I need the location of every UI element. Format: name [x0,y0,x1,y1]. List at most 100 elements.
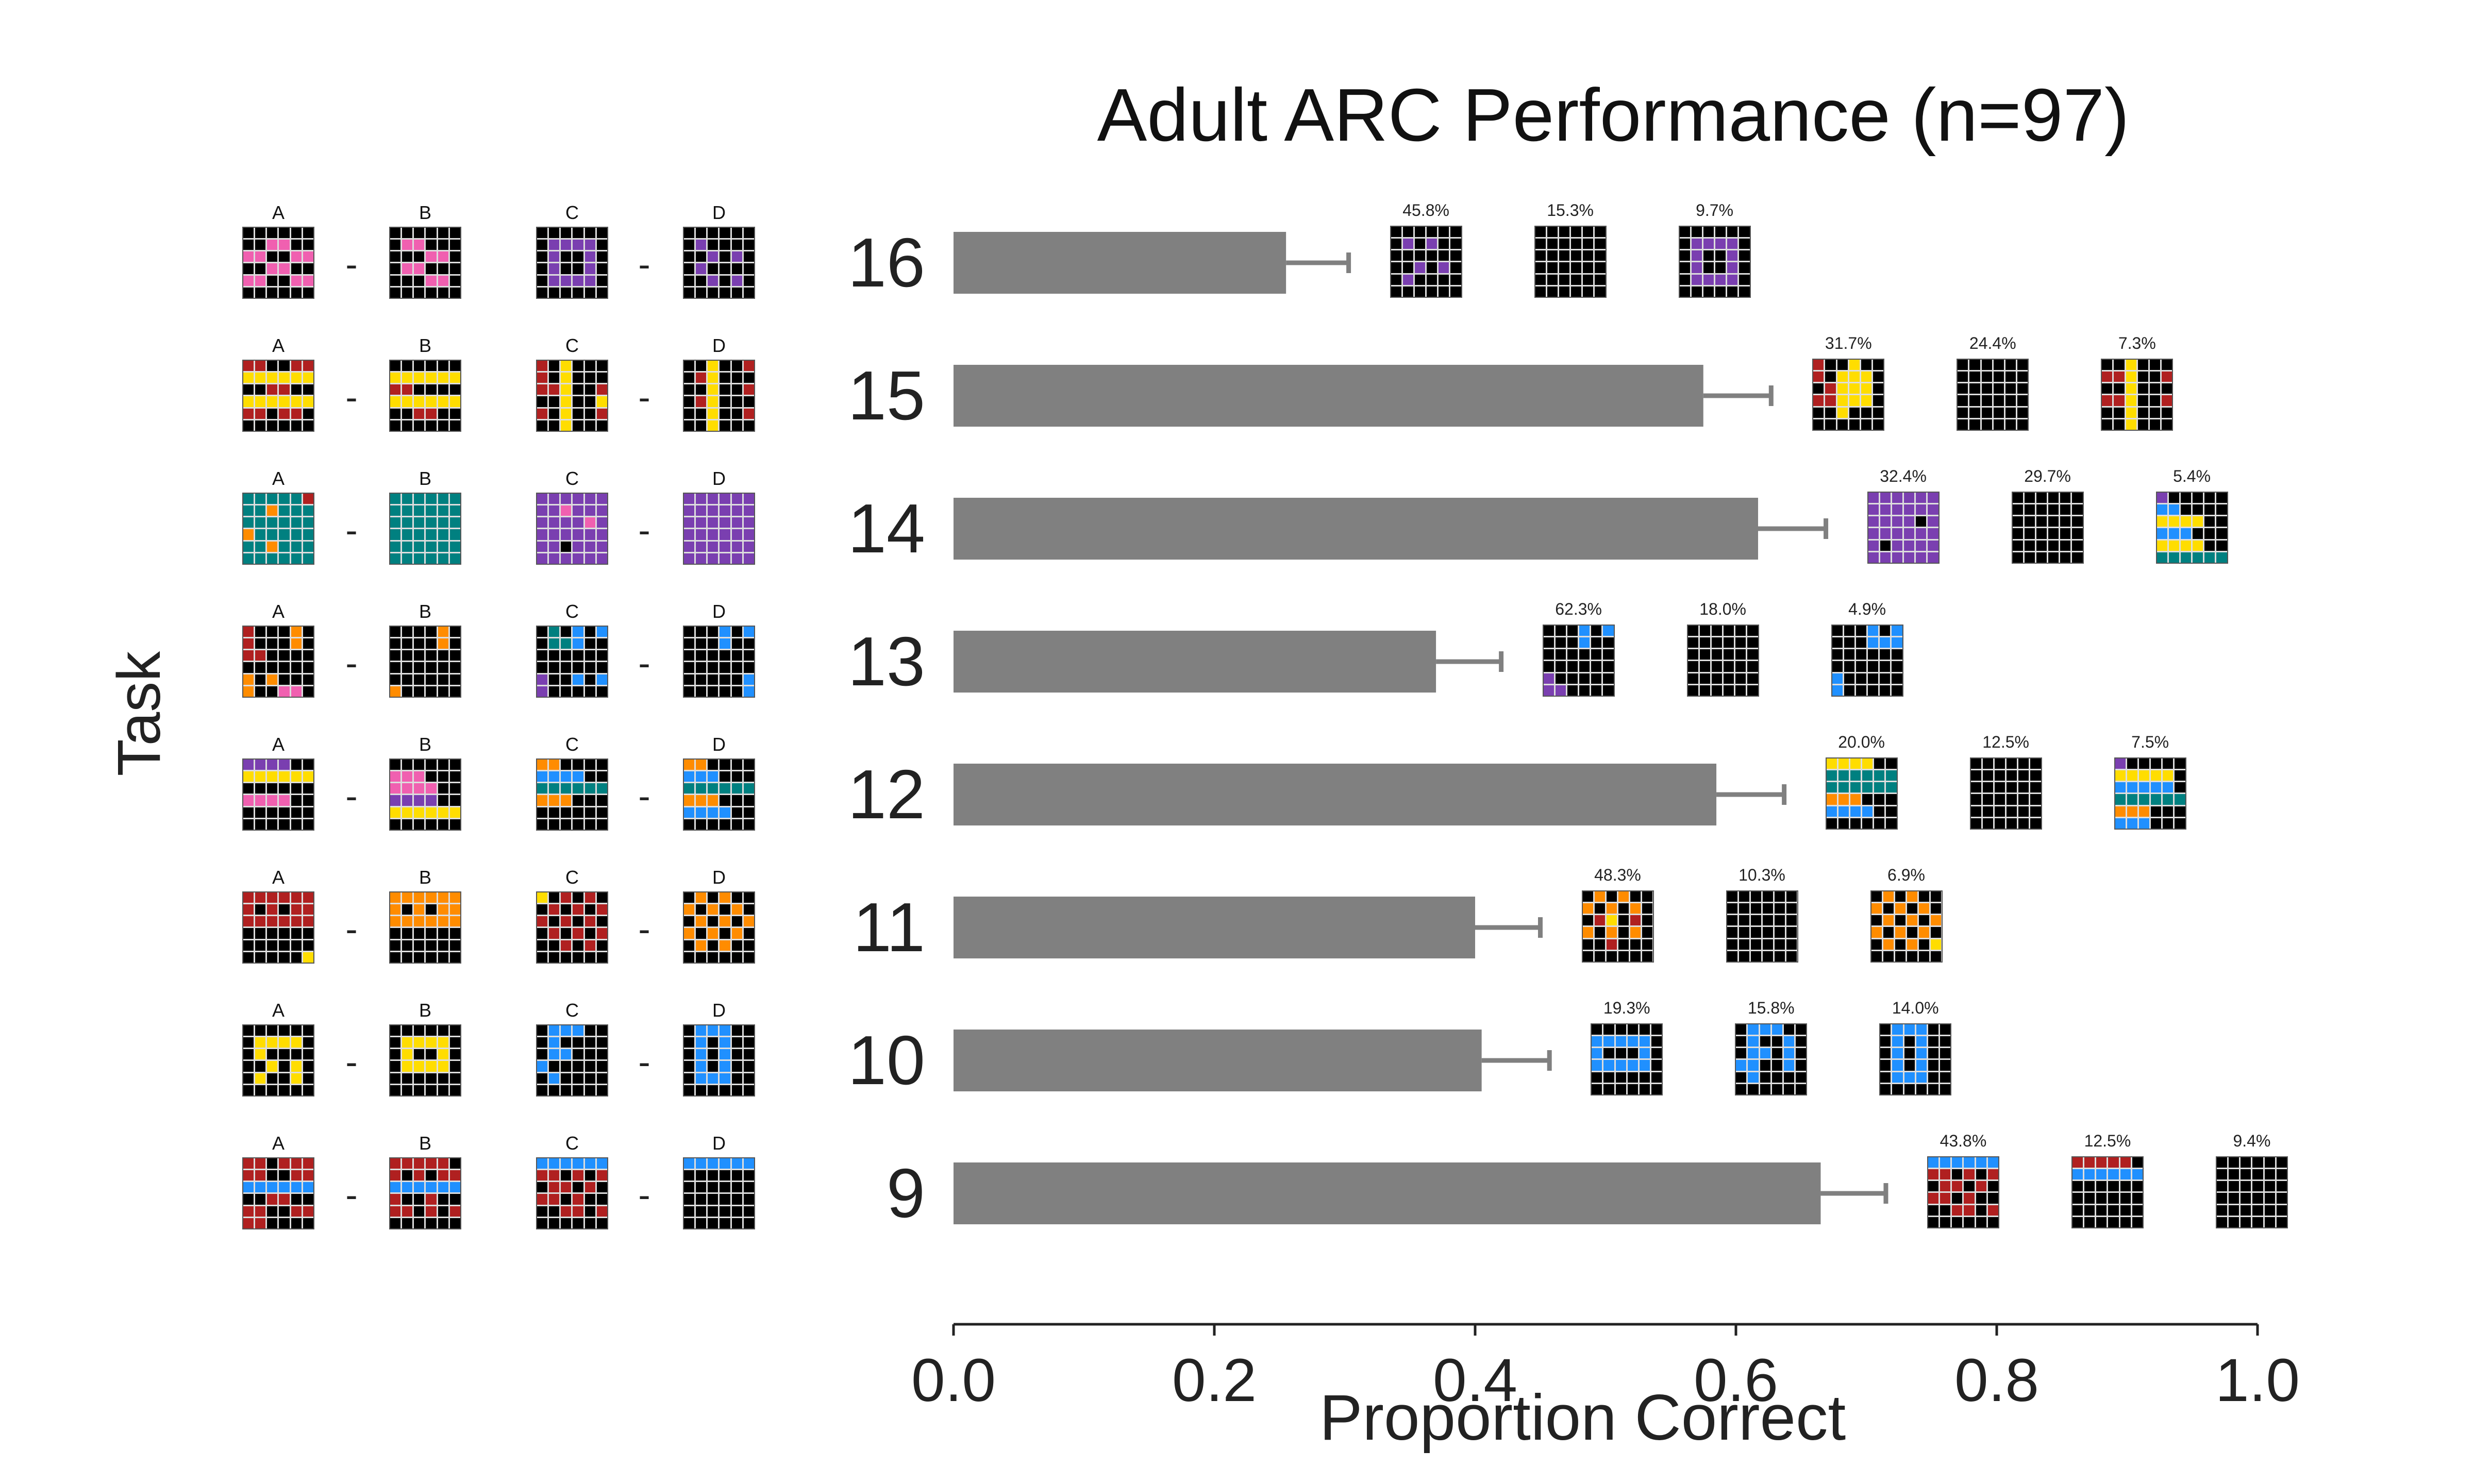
grid-cell [561,287,572,298]
grid-cell [584,952,595,963]
grid-cell [449,553,460,564]
grid-cell [267,1218,278,1228]
grid-cell [2149,360,2161,370]
grid-cell [267,674,278,685]
grid-cell [2102,407,2113,418]
grid-cell [2216,1217,2228,1227]
grid-cell [708,940,718,951]
grid-cell [684,1218,695,1228]
grid-cell [291,275,302,286]
grid-cell [2276,1193,2287,1204]
grid-cell [2024,528,2035,539]
grid-cell [720,420,730,431]
grid-cell [596,928,607,939]
grid-cell [1919,903,1930,914]
grid-cell [561,650,572,661]
grid-cell [267,650,278,661]
grid-cell [573,1085,583,1095]
grid-cell [449,807,460,818]
grid-cell [2012,516,2023,527]
grid-cell [573,1025,583,1036]
grid-cell [573,1170,583,1181]
grid-cell [537,650,548,661]
grid-cell [1931,927,1942,938]
grid-cell [414,1194,425,1205]
grid-cell [1940,1205,1951,1216]
grid-cell [279,807,290,818]
grid-cell [1699,685,1710,696]
grid-cell [1771,1072,1782,1083]
grid-cell [2162,360,2172,370]
grid-cell [291,529,302,540]
grid-cell [696,228,707,239]
grid-cell [390,529,401,540]
grid-cell [561,251,572,262]
grid-cell [414,650,425,661]
grid-cell [267,940,278,951]
grid-cell [2168,540,2179,551]
grid-cell [1739,274,1750,285]
grid-cell [731,904,742,915]
grid-cell [279,275,290,286]
grid-cell [696,408,707,419]
grid-cell [1727,891,1737,902]
grid-cell [449,1049,460,1060]
grid-cell [743,1170,754,1181]
grid-cell [731,553,742,564]
grid-cell [303,928,313,939]
grid-cell [390,396,401,407]
grid-cell [743,505,754,516]
grid-cell [1786,903,1797,914]
grid-cell [596,904,607,915]
grid-cell [414,420,425,431]
grid-cell [243,1218,254,1228]
grid-cell [1871,915,1882,926]
grid-cell [1739,951,1749,962]
grid-cell [291,1025,302,1036]
grid-cell [720,760,730,770]
grid-cell [267,373,278,383]
grid-cell [438,361,448,372]
grid-cell [561,771,572,782]
grid-cell [1849,360,1860,370]
error-response-grid [1542,625,1615,697]
grid-cell [438,384,448,395]
grid-cell [1862,770,1873,781]
error-response-percent: 31.7% [1825,334,1872,352]
grid-cell [414,541,425,552]
grid-cell [720,517,730,528]
pair-separator: - [345,643,358,683]
grid-cell [414,1037,425,1048]
grid-cell [684,1049,695,1060]
grid-cell [2030,758,2041,769]
grid-cell [255,251,266,262]
grid-cell [1750,903,1761,914]
grid-cell [596,263,607,274]
task-grid-a [242,1157,314,1229]
grid-cell [1952,1205,1963,1216]
grid-cell [291,1061,302,1072]
error-response-percent: 45.8% [1402,201,1449,220]
grid-cell [2017,372,2028,382]
grid-cell [1736,1024,1747,1035]
grid-cell [2096,1217,2107,1227]
grid-cell [720,904,730,915]
grid-cell [696,1194,707,1205]
grid-column-label: A [272,734,285,755]
grid-cell [1994,770,2005,781]
grid-cell [684,553,695,564]
grid-cell [584,240,595,250]
grid-cell [390,650,401,661]
grid-cell [684,771,695,782]
grid-cell [708,1218,718,1228]
grid-cell [1826,758,1837,769]
grid-cell [291,263,302,274]
grid-cell [1868,552,1879,563]
grid-cell [390,1170,401,1181]
grid-cell [561,505,572,516]
grid-cell [584,384,595,395]
grid-cell [449,650,460,661]
grid-cell [549,228,560,239]
grid-cell [1928,493,1938,503]
grid-cell [1886,818,1897,829]
